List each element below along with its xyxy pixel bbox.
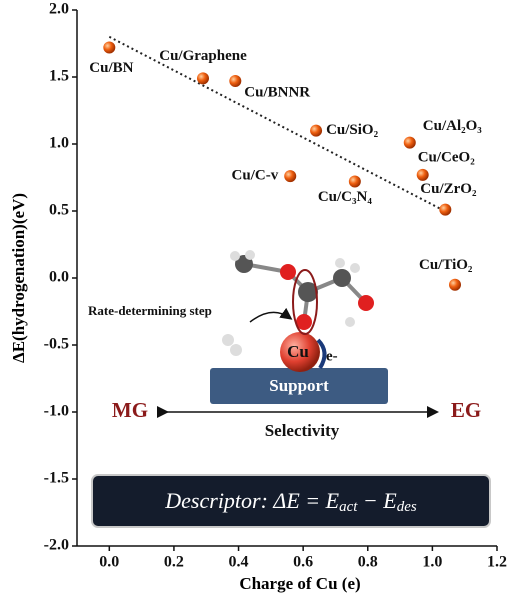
- point-label: Cu/Graphene: [159, 48, 247, 64]
- y-tick-label: 1.5: [49, 68, 69, 85]
- step-label: Rate-determining step: [88, 303, 212, 318]
- point: [439, 203, 452, 216]
- mg-label: MG: [112, 398, 148, 422]
- electron-label: e-: [326, 348, 338, 364]
- x-tick-label: 0.4: [229, 554, 249, 571]
- y-tick-label: -2.0: [44, 537, 69, 554]
- y-tick-label: 0.5: [49, 202, 69, 219]
- point-label: Cu/BNNR: [244, 84, 310, 100]
- point: [416, 168, 429, 181]
- y-tick-label: 0.0: [49, 269, 69, 286]
- point: [348, 175, 361, 188]
- eg-label: EG: [451, 398, 481, 422]
- y-tick-label: 2.0: [49, 1, 69, 18]
- molecule: [222, 250, 374, 356]
- point-label: Cu/Al₂O₃: [423, 118, 483, 134]
- support-label: Support: [269, 376, 329, 395]
- x-tick-label: 0.0: [99, 554, 119, 571]
- descriptor-text: − E: [357, 488, 397, 513]
- descriptor-box: [91, 474, 491, 528]
- inset: Support Cu e- Rate-determining step MG E…: [88, 250, 491, 528]
- electron-arc: [316, 338, 327, 370]
- cu-atom: [280, 332, 320, 372]
- point: [310, 124, 323, 137]
- cu-label: Cu: [287, 342, 309, 361]
- point-label: Cu/C-v: [232, 168, 279, 184]
- point-label: Cu/SiO₂: [326, 122, 379, 138]
- point-label: Cu/CeO₂: [418, 149, 476, 165]
- x-tick-label: 0.8: [358, 554, 378, 571]
- point: [449, 278, 461, 291]
- y-tick-label: -1.0: [44, 403, 69, 420]
- y-tick-label: -1.5: [44, 470, 69, 487]
- x-tick-label: 1.0: [422, 554, 442, 571]
- point-label: Cu/ZrO₂: [420, 181, 477, 197]
- descriptor-sub: act: [339, 499, 358, 515]
- y-axis-label: ΔE(hydrogenation)(eV): [9, 193, 28, 363]
- x-tick-label: 0.6: [293, 554, 313, 571]
- descriptor: Descriptor: ΔE = Eact − Edes: [164, 488, 417, 515]
- point: [284, 170, 297, 183]
- point: [103, 41, 116, 54]
- selectivity-label: Selectivity: [265, 421, 340, 440]
- point-label: Cu/TiO₂: [419, 257, 473, 273]
- descriptor-text: Descriptor: ΔE = E: [164, 488, 339, 513]
- point-label: Cu/BN: [89, 60, 133, 76]
- y-tick-label: 1.0: [49, 135, 69, 152]
- point: [197, 72, 209, 85]
- step-arrow: [249, 307, 293, 323]
- point: [403, 136, 416, 149]
- point-label: Cu/C₃N₄: [318, 189, 373, 205]
- support-block: [210, 368, 388, 404]
- x-tick-label: 1.2: [487, 554, 507, 571]
- y-tick-label: -0.5: [44, 336, 69, 353]
- descriptor-sub: des: [397, 499, 417, 515]
- point: [229, 75, 242, 88]
- x-tick-label: 0.2: [164, 554, 184, 571]
- x-axis-label: Charge of Cu (e): [239, 574, 360, 593]
